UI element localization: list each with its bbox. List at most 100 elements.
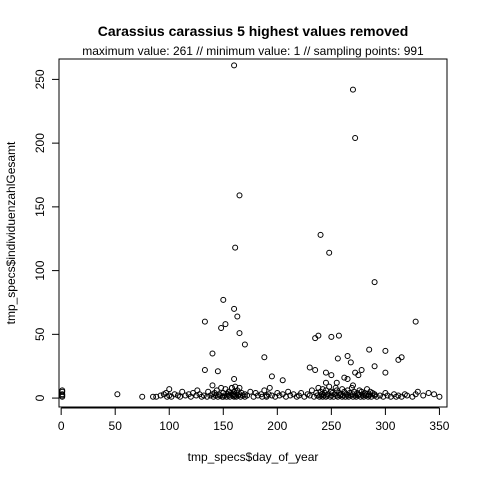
data-point bbox=[371, 363, 378, 370]
data-point bbox=[247, 388, 254, 395]
data-point bbox=[241, 341, 248, 348]
data-point bbox=[334, 355, 341, 362]
data-point bbox=[201, 318, 208, 325]
data-points bbox=[59, 62, 443, 400]
data-point bbox=[349, 86, 356, 93]
data-point bbox=[333, 379, 340, 386]
data-point bbox=[261, 387, 268, 394]
x-tick-label: 0 bbox=[58, 419, 65, 433]
data-point bbox=[261, 354, 268, 361]
data-point bbox=[182, 392, 189, 399]
data-point bbox=[352, 369, 359, 376]
data-point bbox=[236, 330, 243, 337]
data-point bbox=[171, 391, 178, 398]
data-point bbox=[431, 391, 438, 398]
x-axis: 0 50 100 150 200 250 300 350 bbox=[58, 407, 450, 433]
y-axis: 0 50 100 150 200 250 bbox=[33, 69, 60, 401]
data-point bbox=[373, 393, 380, 400]
data-point bbox=[344, 353, 351, 360]
data-point bbox=[166, 386, 173, 393]
data-point bbox=[395, 392, 402, 399]
y-tick-label: 150 bbox=[33, 197, 47, 217]
data-point bbox=[220, 393, 227, 400]
data-point bbox=[371, 279, 378, 286]
data-point bbox=[220, 296, 227, 303]
data-point bbox=[412, 318, 419, 325]
data-point bbox=[382, 369, 389, 376]
data-point bbox=[266, 384, 273, 391]
data-point bbox=[322, 369, 329, 376]
data-point bbox=[335, 332, 342, 339]
data-point bbox=[179, 388, 186, 395]
data-point bbox=[244, 392, 251, 399]
data-point bbox=[382, 347, 389, 354]
data-point bbox=[312, 367, 319, 374]
data-point bbox=[231, 62, 238, 69]
data-point bbox=[322, 379, 329, 386]
data-point bbox=[228, 384, 235, 391]
data-point bbox=[268, 373, 275, 380]
data-point bbox=[214, 368, 221, 375]
data-point bbox=[414, 388, 421, 395]
plot-frame bbox=[58, 58, 448, 408]
data-point bbox=[326, 249, 333, 256]
x-tick-label: 200 bbox=[267, 419, 287, 433]
y-tick-label: 50 bbox=[33, 327, 47, 341]
data-point bbox=[326, 383, 333, 390]
data-point bbox=[404, 392, 411, 399]
data-point bbox=[436, 393, 443, 400]
data-point bbox=[150, 393, 157, 400]
data-point bbox=[268, 392, 275, 399]
data-point bbox=[398, 354, 405, 361]
data-point bbox=[234, 313, 241, 320]
chart-subtitle: maximum value: 261 // minimum value: 1 /… bbox=[82, 44, 424, 58]
data-point bbox=[200, 392, 207, 399]
data-point bbox=[232, 244, 239, 251]
x-tick-label: 350 bbox=[429, 419, 449, 433]
y-tick-label: 200 bbox=[33, 133, 47, 153]
data-point bbox=[328, 372, 335, 379]
data-point bbox=[222, 321, 229, 328]
data-point bbox=[349, 382, 356, 389]
data-point bbox=[425, 389, 432, 396]
data-point bbox=[279, 377, 286, 384]
data-point bbox=[276, 392, 283, 399]
x-tick-label: 100 bbox=[159, 419, 179, 433]
data-point bbox=[204, 393, 211, 400]
x-tick-label: 300 bbox=[375, 419, 395, 433]
data-point bbox=[265, 391, 272, 398]
data-point bbox=[317, 231, 324, 238]
data-point bbox=[209, 350, 216, 357]
data-point bbox=[352, 135, 359, 142]
data-point bbox=[306, 364, 313, 371]
data-point bbox=[218, 324, 225, 331]
data-point bbox=[384, 392, 391, 399]
data-point bbox=[347, 359, 354, 366]
data-point bbox=[209, 382, 216, 389]
data-point bbox=[298, 389, 305, 396]
data-point bbox=[358, 367, 365, 374]
data-point bbox=[231, 375, 238, 382]
data-point bbox=[231, 305, 238, 312]
data-point bbox=[59, 387, 66, 394]
data-point bbox=[315, 332, 322, 339]
y-axis-label: tmp_specs$individuenzahlGesamt bbox=[4, 141, 18, 324]
data-point bbox=[287, 392, 294, 399]
data-point bbox=[366, 346, 373, 353]
data-point bbox=[341, 374, 348, 381]
data-point bbox=[308, 387, 315, 394]
data-point bbox=[114, 391, 121, 398]
chart-title: Carassius carassius 5 highest values rem… bbox=[98, 23, 409, 39]
data-point bbox=[157, 392, 164, 399]
x-tick-label: 250 bbox=[321, 419, 341, 433]
data-point bbox=[344, 375, 351, 382]
data-point bbox=[339, 393, 346, 400]
data-point bbox=[420, 392, 427, 399]
data-point bbox=[236, 192, 243, 199]
data-point bbox=[177, 393, 184, 400]
data-point bbox=[376, 392, 383, 399]
data-point bbox=[201, 367, 208, 374]
x-axis-label: tmp_specs$day_of_year bbox=[188, 450, 319, 464]
x-tick-label: 150 bbox=[213, 419, 233, 433]
